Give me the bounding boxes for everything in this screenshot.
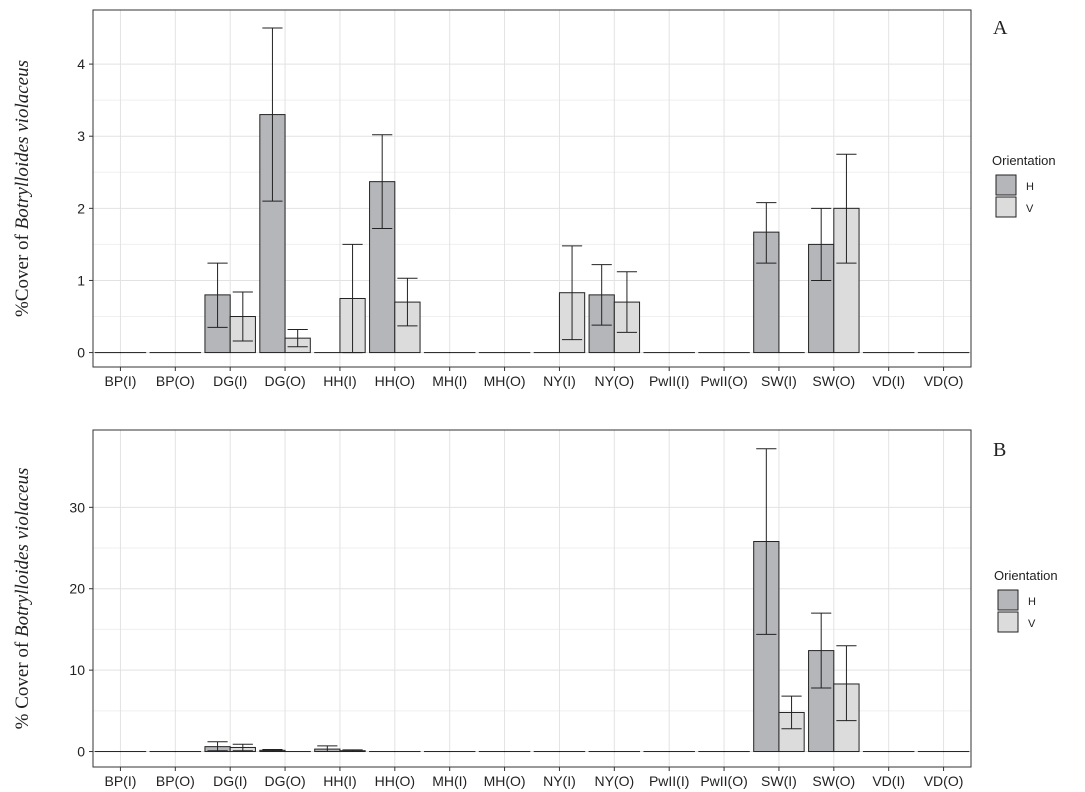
x-tick-label: HH(O) [375,373,415,389]
x-tick-label: MH(O) [484,373,526,389]
x-tick-label: BP(O) [156,773,195,789]
x-tick-label: BP(I) [104,773,136,789]
panel-letter: A [993,17,1008,39]
y-tick-label: 2 [77,200,85,216]
x-tick-label: VD(I) [872,373,905,389]
legend-swatch-V [997,611,1019,633]
x-tick-label: PwII(O) [700,373,747,389]
x-tick-label: HH(I) [323,773,356,789]
x-tick-label: VD(O) [924,773,964,789]
legend-label-H: H [1026,181,1034,193]
x-tick-label: PwII(I) [649,773,689,789]
x-tick-label: DG(O) [264,373,305,389]
legend-title: Orientation [994,568,1058,583]
legend-title: Orientation [992,153,1056,168]
x-tick-label: DG(I) [213,373,247,389]
x-tick-label: BP(I) [104,373,136,389]
x-tick-label: SW(O) [812,773,855,789]
x-tick-label: HH(O) [375,773,415,789]
y-axis-label-prefix: % Cover of [12,637,33,729]
y-tick-label: 3 [77,128,85,144]
legend-label-V: V [1028,618,1036,630]
x-tick-label: SW(O) [812,373,855,389]
legend-swatch-H [997,589,1019,611]
x-tick-label: PwII(O) [700,773,747,789]
y-axis-label-species: Botrylloides violaceus [12,468,33,637]
panel-border [92,429,972,768]
x-tick-label: BP(O) [156,373,195,389]
legend-label-V: V [1026,203,1034,215]
y-tick-label: 1 [77,272,85,288]
y-tick-label: 20 [69,581,85,597]
x-tick-label: DG(I) [213,773,247,789]
chart-panel-A: 0 1 2 3 4 BP(I) BP(O) DG(I) DG(O) HH(I) HH(O) MH(I)… [12,9,1056,389]
x-tick-label: NY(O) [594,773,634,789]
x-tick-label: SW(I) [761,373,797,389]
y-axis-label: % Cover of Botrylloides violaceus [12,468,33,730]
panel-letter: B [993,439,1006,461]
legend-swatch-H [995,174,1017,196]
y-tick-label: 0 [77,345,85,361]
y-axis-label-species: Botrylloides violaceus [12,60,33,229]
x-tick-label: VD(O) [924,373,964,389]
x-tick-label: NY(O) [594,373,634,389]
x-tick-label: MH(I) [432,373,467,389]
x-tick-label: NY(I) [543,773,576,789]
panel-border [92,9,972,368]
y-tick-label: 0 [77,744,85,760]
x-tick-label: MH(I) [432,773,467,789]
x-tick-label: MH(O) [484,773,526,789]
y-axis-label: %Cover of Botrylloides violaceus [12,60,33,317]
x-tick-label: HH(I) [323,373,356,389]
y-axis-label-prefix: %Cover of [12,229,33,317]
x-tick-label: PwII(I) [649,373,689,389]
legend-label-H: H [1028,596,1036,608]
y-tick-label: 30 [69,499,85,515]
y-tick-label: 10 [69,662,85,678]
legend-swatch-V [995,196,1017,218]
x-tick-label: NY(I) [543,373,576,389]
x-tick-label: SW(I) [761,773,797,789]
y-tick-label: 4 [77,56,85,72]
chart-panel-B: 0 10 20 30 BP(I) BP(O) DG(I) DG(O) HH(I) HH(O) MH(… [12,429,1058,789]
x-tick-label: VD(I) [872,773,905,789]
x-tick-label: DG(O) [264,773,305,789]
